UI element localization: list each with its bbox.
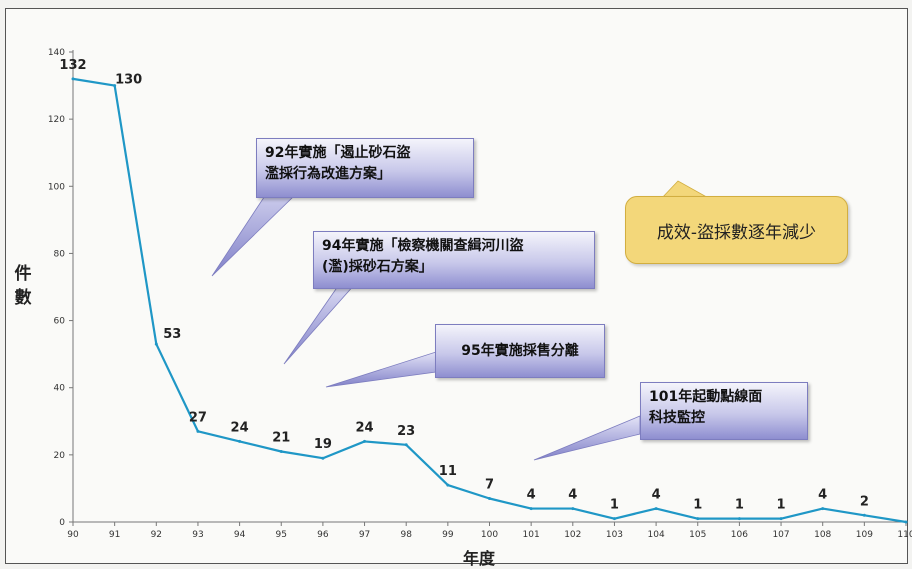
data-point [404, 443, 408, 447]
data-label: 4 [568, 488, 577, 503]
data-label: 2 [860, 494, 869, 509]
y-tick-label: 40 [54, 384, 66, 394]
y-axis-label-char: 數 [14, 288, 32, 308]
data-label: 23 [397, 424, 415, 439]
x-tick-label: 109 [856, 530, 873, 540]
data-point [862, 513, 866, 517]
x-tick-label: 108 [814, 530, 831, 540]
x-tick-label: 106 [731, 530, 748, 540]
y-axis-label: 件 數 [12, 262, 34, 310]
data-point [196, 429, 200, 433]
annotation-92: 92年實施「遏止砂石盜 濫採行為改進方案」 [256, 138, 474, 198]
data-label: 1 [735, 498, 744, 513]
data-label: 27 [189, 410, 207, 425]
annotation-101: 101年起動點線面 科技監控 [640, 382, 808, 440]
annotation-result: 成效-盜採數逐年減少 [625, 196, 848, 264]
y-tick-label: 0 [59, 518, 65, 528]
x-tick-label: 100 [481, 530, 498, 540]
data-label: 4 [652, 488, 661, 503]
data-label: 7 [485, 478, 494, 493]
data-label: 24 [356, 420, 374, 435]
y-tick-label: 60 [54, 317, 66, 327]
x-tick-label: 99 [442, 530, 454, 540]
x-tick-label: 93 [192, 530, 203, 540]
data-label: 1 [693, 498, 702, 513]
x-tick-label: 98 [400, 530, 412, 540]
callout-pointer-94 [283, 275, 356, 365]
data-point [737, 517, 741, 521]
data-label: 1 [777, 498, 786, 513]
data-label: 53 [163, 327, 181, 342]
data-point [696, 517, 700, 521]
callout-pointer-101 [533, 415, 641, 461]
data-label: 132 [59, 58, 86, 73]
data-point [279, 450, 283, 453]
x-tick-label: 91 [109, 530, 120, 540]
x-tick-label: 107 [772, 530, 789, 540]
data-label: 19 [314, 437, 332, 452]
data-label: 21 [272, 431, 290, 446]
data-point [446, 483, 450, 487]
data-point [113, 84, 117, 88]
y-tick-label: 20 [54, 451, 66, 461]
data-label: 24 [231, 420, 249, 435]
x-tick-label: 92 [151, 530, 162, 540]
y-tick-label: 140 [48, 48, 65, 58]
x-axis-label: 年度 [463, 549, 496, 568]
data-point [363, 439, 367, 443]
chart-axes: 0 20 40 60 80 100 120 140 90 91 92 93 94 95 96 97 98 99 10… [48, 48, 912, 540]
x-tick-label: 94 [234, 530, 246, 540]
data-label: 130 [115, 73, 142, 88]
data-point [904, 520, 908, 524]
x-tick-label: 95 [276, 530, 287, 540]
data-label: 4 [818, 488, 827, 503]
x-tick-label: 101 [523, 530, 540, 540]
x-tick-label: 90 [67, 530, 79, 540]
x-tick-label: 110 [897, 530, 912, 540]
data-point [488, 497, 491, 500]
series-line [72, 77, 907, 524]
callout-pointer-95 [325, 351, 437, 388]
y-tick-label: 80 [54, 249, 66, 259]
data-point [654, 507, 658, 511]
y-axis-label-char: 件 [14, 264, 32, 284]
y-tick-label: 100 [48, 182, 65, 192]
x-tick-label: 103 [606, 530, 623, 540]
data-label: 4 [527, 488, 536, 503]
data-label: 11 [439, 464, 457, 479]
annotation-94: 94年實施「檢察機關查緝河川盜 (濫)採砂石方案」 [313, 231, 595, 289]
y-tick-label: 120 [48, 115, 65, 125]
x-tick-label: 102 [564, 530, 581, 540]
data-point [238, 439, 242, 443]
data-point [154, 342, 158, 346]
data-point [571, 507, 575, 511]
data-point [529, 507, 533, 511]
x-tick-label: 104 [648, 530, 665, 540]
data-label: 1 [610, 498, 619, 513]
data-point [779, 517, 783, 521]
x-tick-label: 105 [689, 530, 706, 540]
annotation-95: 95年實施採售分離 [435, 324, 605, 378]
data-point [612, 517, 616, 521]
x-tick-label: 97 [359, 530, 370, 540]
data-point [321, 456, 325, 460]
x-tick-label: 96 [317, 530, 329, 540]
data-point [821, 507, 825, 511]
data-point [71, 77, 75, 81]
